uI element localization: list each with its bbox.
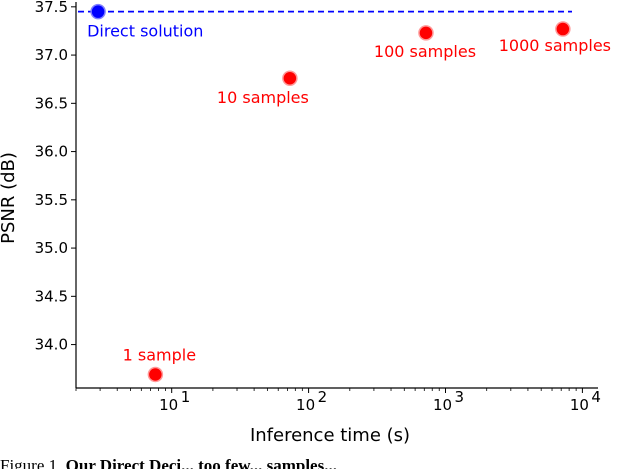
y-tick-label: 36.5 <box>35 94 68 112</box>
x-tick-exponent: 3 <box>454 388 464 406</box>
sample-point-marker <box>282 70 298 86</box>
sample-point-marker <box>147 366 164 383</box>
sample-point-label: 1000 samples <box>499 36 611 55</box>
y-tick-label: 36.0 <box>35 143 68 161</box>
sample-point-marker <box>418 25 434 41</box>
x-tick-label: 10 <box>159 396 178 414</box>
figure-caption: Figure 1. Our Direct Deci... too few... … <box>0 456 640 469</box>
y-tick-label: 34.0 <box>35 336 68 354</box>
caption-prefix: Figure 1. <box>0 456 62 469</box>
x-tick-label: 10 <box>433 396 452 414</box>
sample-point-label: 10 samples <box>217 88 309 107</box>
y-tick-label: 35.5 <box>35 191 68 209</box>
sample-point-label: 100 samples <box>374 42 476 61</box>
direct-solution-label: Direct solution <box>87 22 203 41</box>
y-tick-label: 35.0 <box>35 239 68 257</box>
x-tick-label: 10 <box>296 396 315 414</box>
x-tick-exponent: 2 <box>318 388 328 406</box>
y-axis-ticks: 34.0 34.5 35.0 35.5 36.0 36.5 37.0 37.5 <box>35 0 76 354</box>
x-tick-exponent: 1 <box>181 388 191 406</box>
axes <box>75 2 598 389</box>
sample-point-label: 1 sample <box>123 345 196 364</box>
x-axis-label: Inference time (s) <box>250 425 410 446</box>
x-tick-label: 10 <box>570 396 589 414</box>
data-series: Direct solution 1 sample 10 samples 100 sam… <box>78 3 611 383</box>
caption-bold-text: Our Direct Deci... too few... samples... <box>65 456 337 469</box>
y-tick-label: 34.5 <box>35 287 68 305</box>
x-tick-exponent: 4 <box>591 388 601 406</box>
y-tick-label: 37.5 <box>35 0 68 16</box>
y-tick-label: 37.0 <box>35 46 68 64</box>
y-axis-label: PSNR (dB) <box>0 152 19 244</box>
sample-point-marker <box>555 21 571 37</box>
x-axis-ticks: 10 1 10 2 10 3 10 4 <box>75 388 601 414</box>
direct-solution-marker <box>90 3 106 20</box>
